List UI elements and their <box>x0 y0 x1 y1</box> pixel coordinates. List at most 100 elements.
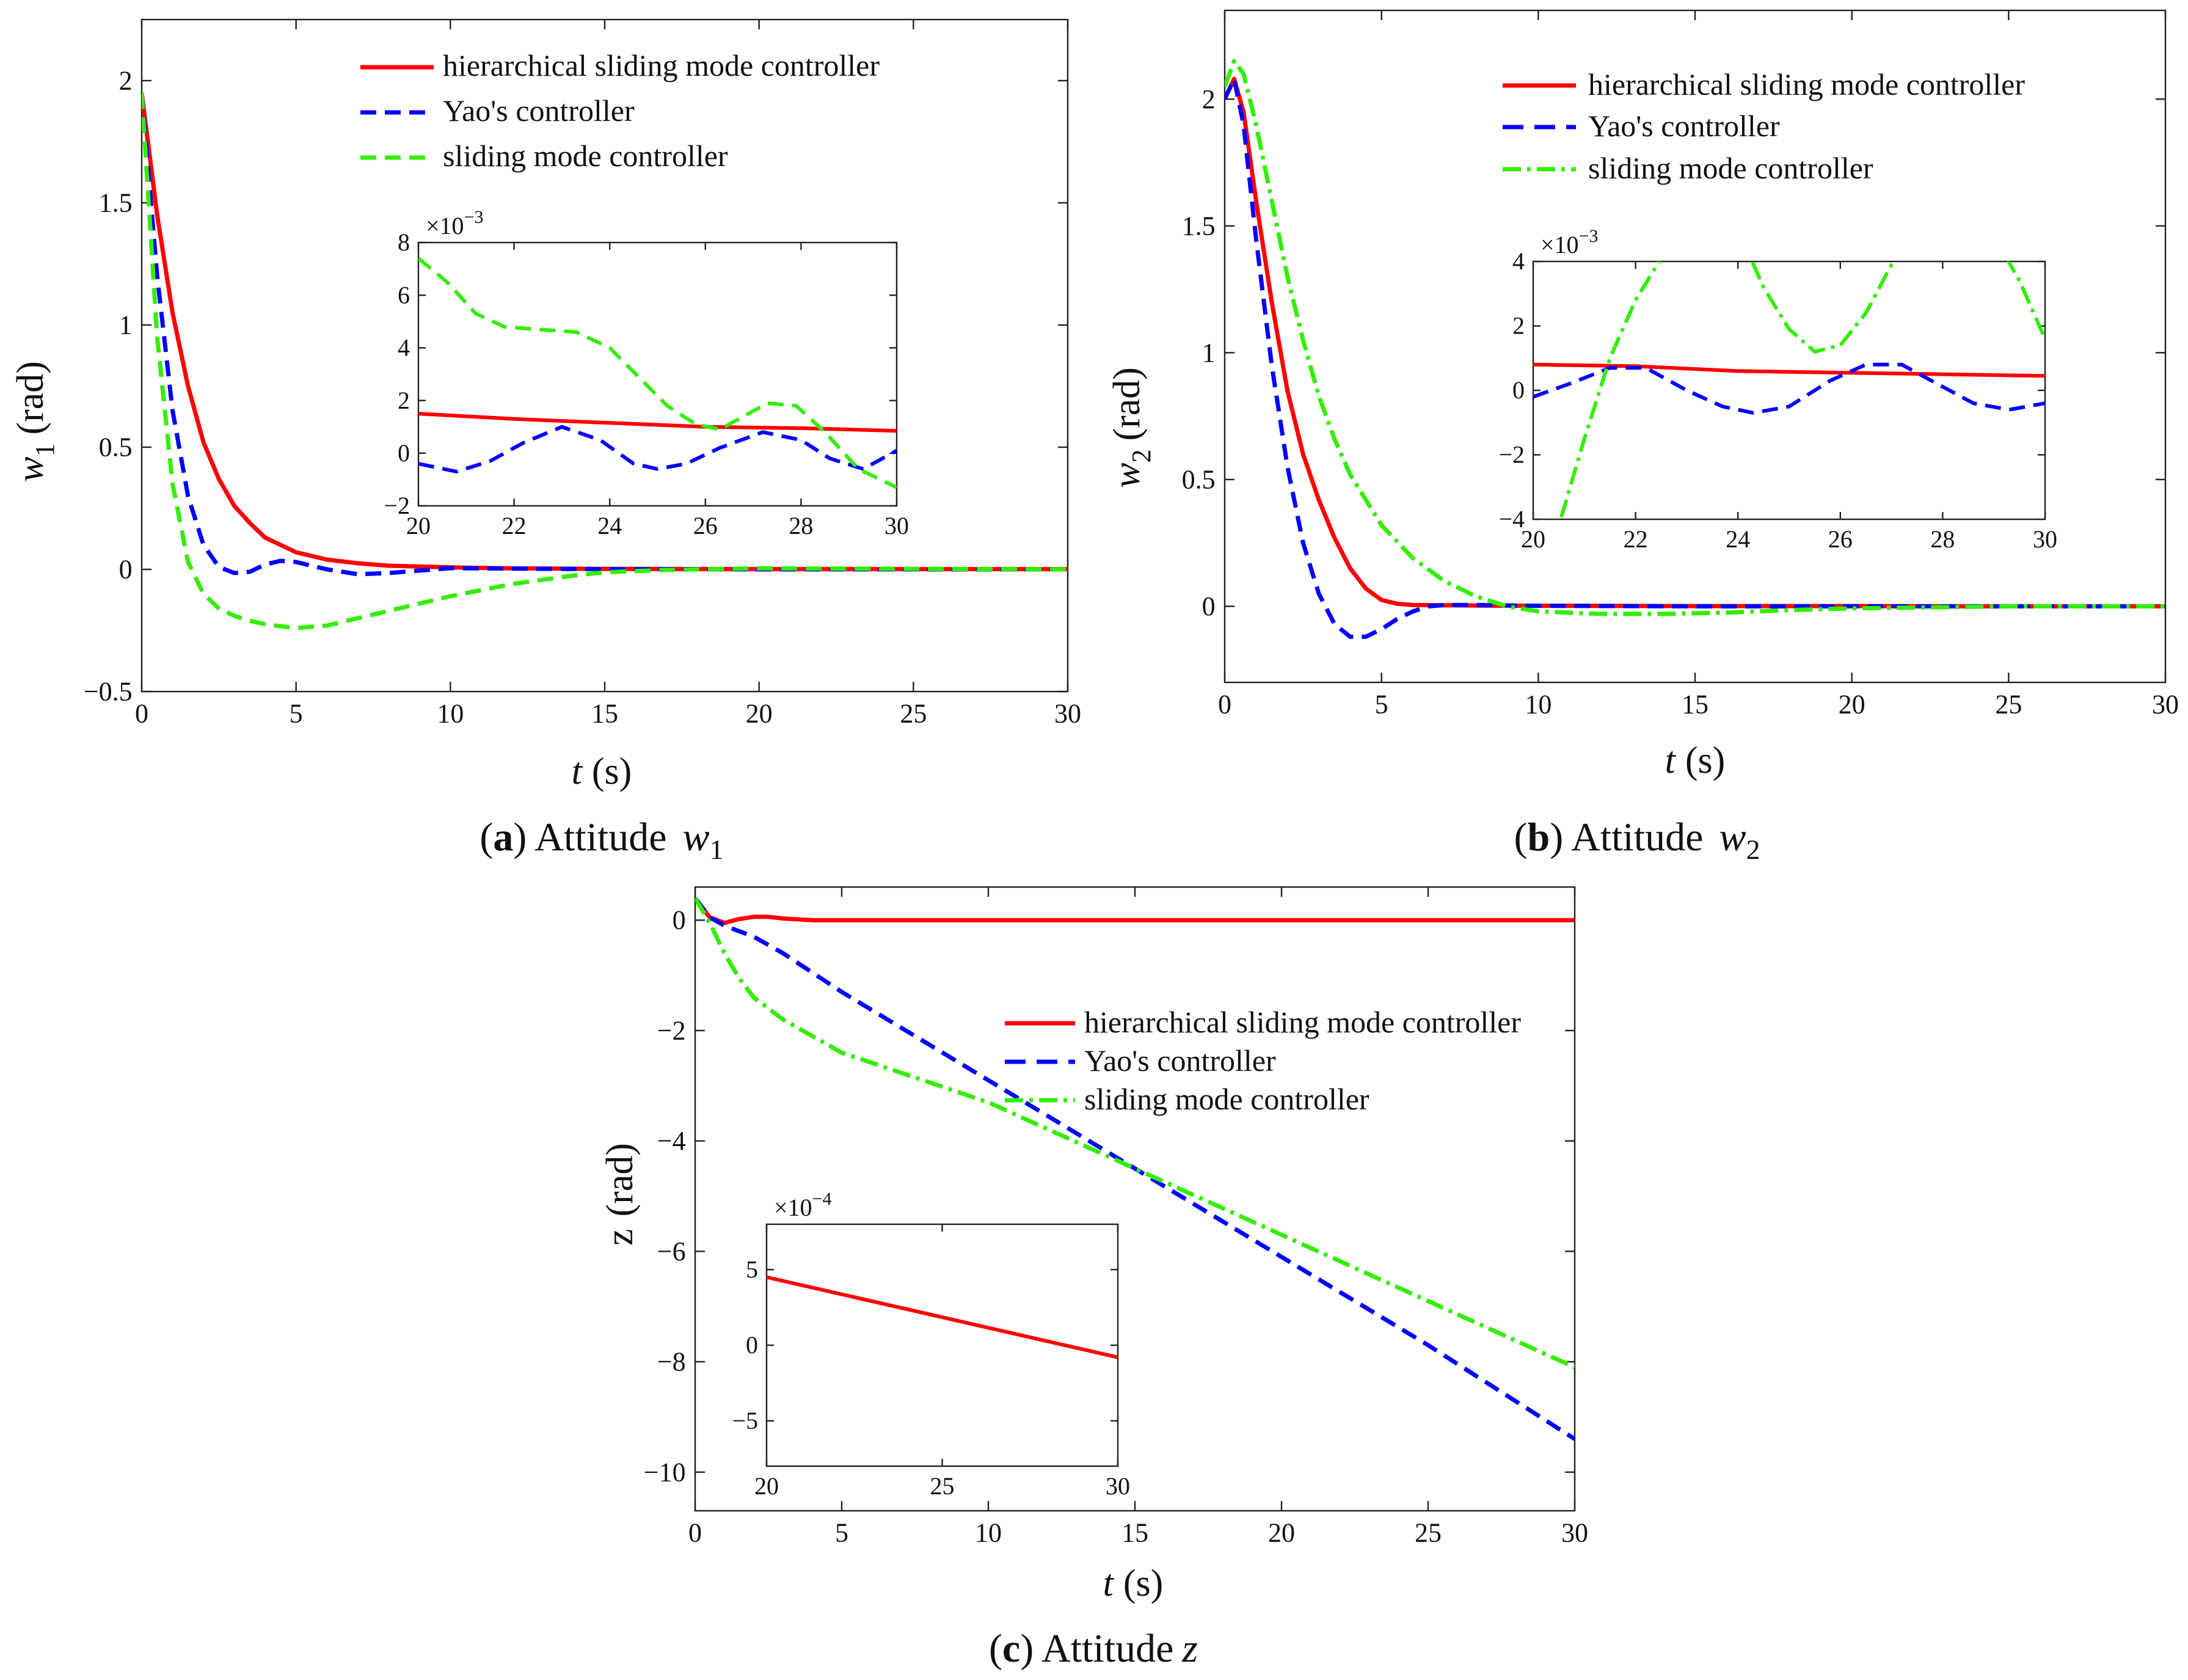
panel-a-inset-ytick-label: 6 <box>398 281 410 309</box>
panel-a-series-2 <box>142 92 1068 630</box>
panel-b-inset-xtick-label: 24 <box>1726 525 1750 553</box>
panel-a-inset-series-0 <box>418 412 897 433</box>
panel-b-inset-series-2 <box>1558 261 2045 519</box>
panel-c-legend: hierarchical sliding mode controller Yao… <box>1005 1005 1521 1116</box>
panel-b-inset-ytick-label: −2 <box>1498 441 1525 469</box>
panel-a-ytick-label: 1.5 <box>99 188 133 218</box>
panel-c-ytick-label: −2 <box>657 1015 686 1045</box>
panel-a: 0 5 10 15 20 25 30−0.500.511.52 hierarchical s… <box>10 18 1081 865</box>
panel-c-inset-xtick-label: 25 <box>930 1472 955 1500</box>
legend-label-smc: sliding mode controller <box>1084 1082 1369 1116</box>
panel-c-inset-ytick-label: 5 <box>746 1255 758 1283</box>
legend-label-yao: Yao's controller <box>1084 1043 1276 1078</box>
panel-b-ytick-label: 1.5 <box>1182 211 1216 241</box>
panel-b-inset-xtick-label: 22 <box>1624 525 1648 553</box>
ylabel-sub: 1 <box>30 444 60 457</box>
panel-a-inset-ytick-label: 8 <box>398 228 410 256</box>
panel-a-inset-series-1 <box>418 425 897 473</box>
panel-c-inset-exponent: ×10−4 <box>774 1189 831 1221</box>
panel-b-inset-ytick-label: 0 <box>1512 376 1525 404</box>
panel-b-series-0 <box>1225 76 2165 608</box>
panel-a-ytick-label: 2 <box>119 66 133 96</box>
panel-b-ylabel: w2 (rad) <box>1106 367 1156 488</box>
panel-b-inset-exponent: ×10−3 <box>1541 226 1598 258</box>
panel-c-inset-series-0 <box>767 1275 1118 1359</box>
panel-a-ytick-label: −0.5 <box>84 677 133 707</box>
panel-c-inset-xtick-label: 20 <box>754 1472 779 1500</box>
panel-b-xtick-label: 30 <box>2152 690 2179 720</box>
svg-text:z(rad): z (rad) <box>599 1143 641 1246</box>
panel-a-xtick-label: 10 <box>437 699 464 729</box>
panel-b-inset-series-1 <box>1533 362 2045 415</box>
panel-c-caption: (c) Attitude z <box>989 1626 1198 1671</box>
svg-text:w1(rad): w1 (rad) <box>10 361 60 482</box>
panel-b-caption: (b) Attitude w2 <box>1514 815 1760 865</box>
panel-c-plot: 0 5 10 15 20 25 30 −10 −8 −6 −4 −2 0 <box>644 886 1588 1548</box>
panel-c-series-1 <box>695 896 1575 1441</box>
panel-a-inset-xtick-label: 20 <box>406 512 431 539</box>
panel-c-xlabel: t (s) <box>1103 1563 1164 1604</box>
panel-c-xtick-label: 5 <box>835 1518 848 1548</box>
ylabel-var: w <box>1106 463 1148 488</box>
panel-b-inset-series-0 <box>1533 362 2045 378</box>
panel-a-xtick-label: 20 <box>746 699 773 729</box>
panel-a-inset-xtick-label: 30 <box>884 512 909 539</box>
panel-a-xtick-label: 0 <box>135 699 148 729</box>
panel-c-series-2 <box>695 897 1575 1370</box>
panel-a-series-1 <box>142 92 1068 577</box>
legend-label-smc: sliding mode controller <box>1588 151 1873 185</box>
panel-c-ytick-label: −6 <box>657 1236 686 1266</box>
panel-a-xtick-label: 30 <box>1054 699 1081 729</box>
panel-a-inset-xtick-label: 26 <box>693 512 718 539</box>
panel-b-inset-ytick-label: 2 <box>1512 312 1525 340</box>
legend-label-hsmc: hierarchical sliding mode controller <box>1084 1005 1521 1039</box>
panel-a-inset-ytick-label: −2 <box>384 492 410 519</box>
panel-b-ytick-label: 1 <box>1202 338 1216 368</box>
panel-a-ytick-label: 0 <box>119 555 133 585</box>
panel-b-xtick-label: 10 <box>1525 690 1552 720</box>
ylabel-var: z <box>599 1229 641 1246</box>
panel-b-inset-ytick-label: 4 <box>1512 247 1525 275</box>
panel-a-caption: (a) Attitude w1 <box>480 815 723 865</box>
panel-b-xtick-label: 0 <box>1218 690 1231 720</box>
ylabel-unit: (rad) <box>599 1143 641 1216</box>
panel-c: 0 5 10 15 20 25 30 −10 −8 −6 −4 −2 0 hierarchical sl… <box>599 886 1588 1671</box>
panel-c-xtick-label: 15 <box>1121 1518 1148 1548</box>
panel-b-inset-xtick-label: 26 <box>1828 525 1853 553</box>
panel-a-plot: 0 5 10 15 20 25 30−0.500.511.52 <box>84 18 1081 729</box>
panel-c-xtick-label: 10 <box>975 1518 1002 1548</box>
panel-b-legend: hierarchical sliding mode controller Yao… <box>1503 67 2025 185</box>
panel-c-inset-ytick-label: 0 <box>746 1331 758 1359</box>
svg-text:w2(rad): w2 (rad) <box>1106 367 1156 488</box>
panel-a-ytick-label: 1 <box>119 310 133 340</box>
panel-c-inset-ytick-label: −5 <box>732 1407 758 1434</box>
panel-b-xtick-label: 15 <box>1682 690 1708 720</box>
panel-a-inset-xtick-label: 22 <box>502 512 527 539</box>
panel-b-inset-xtick-label: 28 <box>1930 525 1955 553</box>
panel-b-inset-xtick-label: 30 <box>2033 525 2057 553</box>
panel-b-ytick-label: 0 <box>1202 591 1216 621</box>
panel-a-xtick-label: 25 <box>900 699 927 729</box>
panel-c-ytick-label: −10 <box>644 1457 686 1487</box>
legend-label-yao: Yao's controller <box>1588 109 1780 143</box>
panel-c-inset-xtick-label: 30 <box>1106 1472 1130 1500</box>
panel-c-ytick-label: −4 <box>657 1126 686 1156</box>
panel-b-ytick-label: 2 <box>1202 84 1216 114</box>
panel-c-xtick-label: 20 <box>1268 1518 1295 1548</box>
legend-label-hsmc: hierarchical sliding mode controller <box>443 48 880 82</box>
panel-a-ylabel: w1 (rad) <box>10 361 60 482</box>
panel-b-series-2 <box>1225 59 2165 616</box>
panel-b-inset-xtick-label: 20 <box>1521 525 1545 553</box>
panel-a-xlabel: t (s) <box>572 751 632 792</box>
panel-c-series-0 <box>695 896 1575 926</box>
panel-a-inset-ytick-label: 2 <box>398 387 410 414</box>
panel-a-inset-xtick-label: 28 <box>789 512 813 539</box>
panel-c-ytick-label: 0 <box>673 905 686 935</box>
panel-a-xtick-label: 5 <box>290 699 303 729</box>
ylabel-sub: 2 <box>1126 450 1156 463</box>
